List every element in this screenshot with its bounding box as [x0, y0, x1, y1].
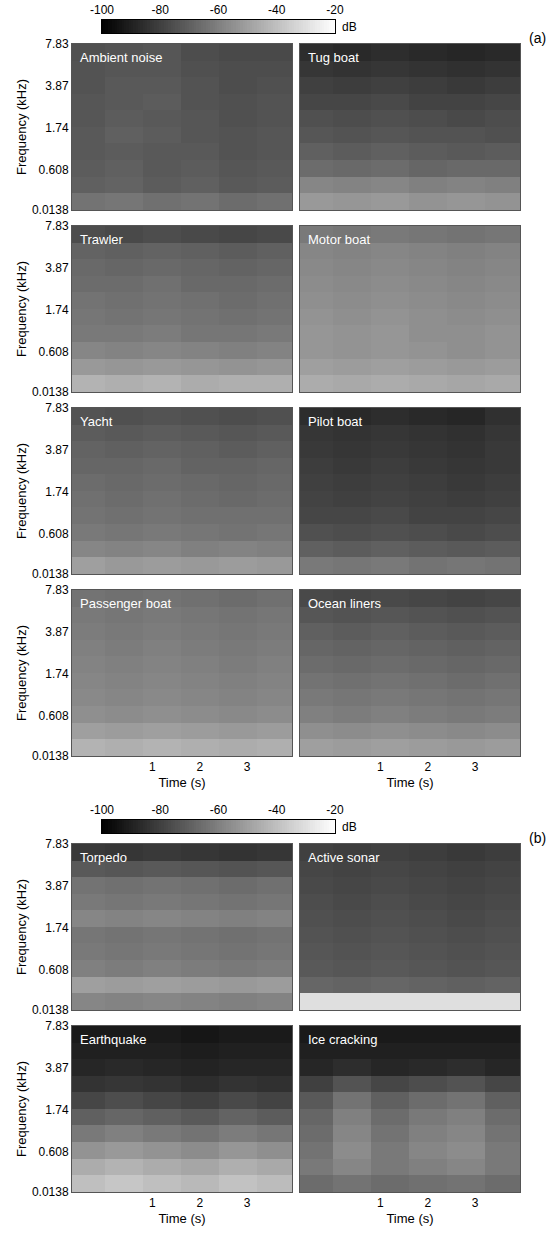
- svg-text:0.608: 0.608: [39, 709, 69, 723]
- svg-text:Ocean liners: Ocean liners: [308, 596, 381, 611]
- svg-text:1: 1: [377, 760, 384, 774]
- svg-text:(a): (a): [529, 30, 546, 46]
- svg-text:3: 3: [244, 1196, 251, 1210]
- svg-text:3.87: 3.87: [45, 443, 69, 457]
- svg-text:1.74: 1.74: [45, 1103, 69, 1117]
- svg-text:-40: -40: [268, 3, 286, 17]
- svg-text:Active sonar: Active sonar: [308, 850, 380, 865]
- svg-text:Time (s): Time (s): [158, 775, 205, 790]
- svg-text:Time (s): Time (s): [158, 1211, 205, 1226]
- svg-text:0.608: 0.608: [39, 163, 69, 177]
- svg-text:-80: -80: [152, 3, 170, 17]
- svg-text:(b): (b): [529, 830, 546, 846]
- svg-text:3.87: 3.87: [45, 625, 69, 639]
- svg-text:Frequency (kHz): Frequency (kHz): [14, 625, 29, 721]
- svg-text:2: 2: [196, 760, 203, 774]
- svg-text:1: 1: [149, 760, 156, 774]
- svg-text:-100: -100: [90, 803, 114, 817]
- svg-text:-100: -100: [90, 3, 114, 17]
- svg-text:3.87: 3.87: [45, 79, 69, 93]
- svg-text:0.608: 0.608: [39, 527, 69, 541]
- svg-text:Trawler: Trawler: [80, 232, 124, 247]
- svg-text:2: 2: [424, 760, 431, 774]
- svg-text:0.0138: 0.0138: [32, 1185, 69, 1199]
- svg-text:3: 3: [472, 1196, 479, 1210]
- svg-text:3: 3: [472, 760, 479, 774]
- svg-text:Earthquake: Earthquake: [80, 1032, 147, 1047]
- svg-text:Torpedo: Torpedo: [80, 850, 127, 865]
- svg-text:0.0138: 0.0138: [32, 203, 69, 217]
- svg-text:Frequency (kHz): Frequency (kHz): [14, 879, 29, 975]
- svg-text:-20: -20: [326, 803, 344, 817]
- svg-text:2: 2: [196, 1196, 203, 1210]
- svg-text:-60: -60: [210, 803, 228, 817]
- svg-text:1.74: 1.74: [45, 921, 69, 935]
- svg-text:-40: -40: [268, 803, 286, 817]
- svg-text:-60: -60: [210, 3, 228, 17]
- svg-text:0.608: 0.608: [39, 1145, 69, 1159]
- svg-text:dB: dB: [342, 820, 357, 834]
- svg-text:1.74: 1.74: [45, 303, 69, 317]
- svg-text:-20: -20: [326, 3, 344, 17]
- svg-text:1: 1: [149, 1196, 156, 1210]
- svg-text:0.608: 0.608: [39, 963, 69, 977]
- svg-text:7.83: 7.83: [45, 837, 69, 851]
- svg-text:Yacht: Yacht: [80, 414, 113, 429]
- svg-text:Ambient noise: Ambient noise: [80, 50, 162, 65]
- svg-text:Time (s): Time (s): [386, 1211, 433, 1226]
- svg-text:0.0138: 0.0138: [32, 1003, 69, 1017]
- svg-text:0.608: 0.608: [39, 345, 69, 359]
- svg-text:3.87: 3.87: [45, 879, 69, 893]
- svg-text:7.83: 7.83: [45, 583, 69, 597]
- svg-text:7.83: 7.83: [45, 37, 69, 51]
- svg-text:7.83: 7.83: [45, 1019, 69, 1033]
- svg-text:1.74: 1.74: [45, 485, 69, 499]
- svg-text:Frequency (kHz): Frequency (kHz): [14, 261, 29, 357]
- svg-text:Motor boat: Motor boat: [308, 232, 371, 247]
- svg-text:1.74: 1.74: [45, 667, 69, 681]
- svg-text:0.0138: 0.0138: [32, 385, 69, 399]
- svg-text:7.83: 7.83: [45, 219, 69, 233]
- svg-text:Frequency (kHz): Frequency (kHz): [14, 1061, 29, 1157]
- svg-text:Ice cracking: Ice cracking: [308, 1032, 377, 1047]
- svg-text:2: 2: [424, 1196, 431, 1210]
- svg-text:3.87: 3.87: [45, 261, 69, 275]
- svg-text:0.0138: 0.0138: [32, 749, 69, 763]
- svg-text:7.83: 7.83: [45, 401, 69, 415]
- svg-text:1.74: 1.74: [45, 121, 69, 135]
- svg-text:3.87: 3.87: [45, 1061, 69, 1075]
- svg-text:3: 3: [244, 760, 251, 774]
- svg-text:Tug boat: Tug boat: [308, 50, 359, 65]
- svg-text:-80: -80: [152, 803, 170, 817]
- svg-text:Frequency (kHz): Frequency (kHz): [14, 79, 29, 175]
- svg-text:Time (s): Time (s): [386, 775, 433, 790]
- svg-text:Frequency (kHz): Frequency (kHz): [14, 443, 29, 539]
- svg-text:Passenger boat: Passenger boat: [80, 596, 171, 611]
- svg-text:Pilot boat: Pilot boat: [308, 414, 363, 429]
- svg-text:dB: dB: [342, 20, 357, 34]
- svg-text:1: 1: [377, 1196, 384, 1210]
- svg-text:0.0138: 0.0138: [32, 567, 69, 581]
